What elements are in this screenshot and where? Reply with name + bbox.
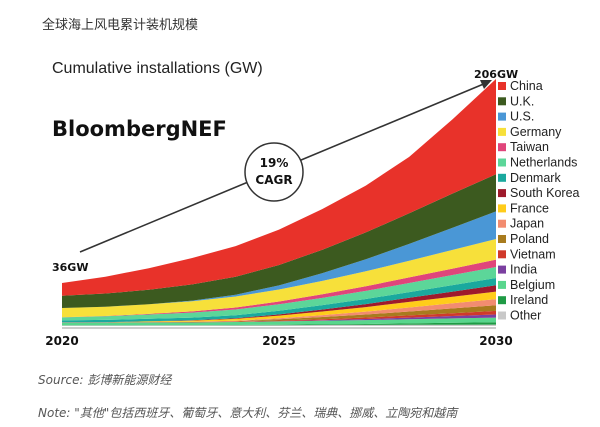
legend-swatch xyxy=(498,127,506,136)
source-text: Source: 彭博新能源财经 xyxy=(38,373,172,387)
start-value-label: 36GW xyxy=(52,261,88,274)
legend-label: Denmark xyxy=(510,171,561,185)
legend-label: Netherlands xyxy=(510,156,577,170)
chart-title: Cumulative installations (GW) xyxy=(52,60,263,77)
legend-swatch xyxy=(498,204,506,213)
legend-swatch xyxy=(498,219,506,228)
area-u-k- xyxy=(62,174,496,308)
legend-swatch xyxy=(498,235,506,243)
legend-swatch xyxy=(498,189,506,198)
x-tick-label: 2025 xyxy=(262,334,295,348)
legend-label: India xyxy=(510,263,537,277)
legend-label: Other xyxy=(510,309,541,323)
area-ireland xyxy=(62,322,496,326)
cagr-arrowhead xyxy=(480,80,492,89)
area-other xyxy=(62,324,496,326)
cagr-label: CAGR xyxy=(255,173,292,187)
bloombergnef-logo: BloombergNEF xyxy=(52,117,227,141)
legend-swatch xyxy=(498,143,506,152)
legend-label: Japan xyxy=(510,217,544,231)
x-axis-ticks: 2020 2025 2030 xyxy=(45,334,512,348)
legend-swatch xyxy=(498,158,506,167)
legend-label: South Korea xyxy=(510,186,580,200)
legend-label: U.K. xyxy=(510,94,534,108)
legend-label: Ireland xyxy=(510,293,548,307)
legend-label: France xyxy=(510,201,549,215)
legend-swatch xyxy=(498,112,506,121)
area-poland xyxy=(62,305,496,323)
area-netherlands xyxy=(62,267,496,321)
legend-swatch xyxy=(498,82,506,90)
legend-swatch xyxy=(498,311,506,320)
note-text: Note: "其他"包括西班牙、葡萄牙、意大利、芬兰、瑞典、挪威、立陶宛和越南 xyxy=(38,406,458,420)
legend-label: Poland xyxy=(510,232,549,246)
area-vietnam xyxy=(62,310,496,323)
area-china xyxy=(62,79,496,296)
area-series-group xyxy=(62,79,496,326)
legend-label: Taiwan xyxy=(510,140,549,154)
legend-swatch xyxy=(498,265,506,274)
legend-label: Germany xyxy=(510,125,562,139)
legend-label: China xyxy=(510,79,543,93)
x-tick-label: 2030 xyxy=(479,334,512,348)
legend-label: Belgium xyxy=(510,278,555,292)
end-value-label: 206GW xyxy=(474,68,518,81)
area-japan xyxy=(62,299,496,323)
legend-swatch xyxy=(498,280,506,289)
legend-swatch xyxy=(498,250,506,259)
page-title: 全球海上风电累计装机规模 xyxy=(42,18,199,33)
legend-label: Vietnam xyxy=(510,247,556,261)
cagr-value: 19% xyxy=(260,156,289,170)
area-south-korea xyxy=(62,285,496,323)
area-u-s- xyxy=(62,211,496,308)
legend-swatch xyxy=(498,173,506,182)
area-germany xyxy=(62,239,496,318)
x-tick-label: 2020 xyxy=(45,334,78,348)
area-france xyxy=(62,291,496,323)
legend-label: U.S. xyxy=(510,110,534,124)
area-india xyxy=(62,314,496,323)
cagr-badge xyxy=(244,142,304,202)
legend-swatch xyxy=(498,97,506,106)
legend-swatch xyxy=(498,296,506,305)
area-denmark xyxy=(62,278,496,323)
area-belgium xyxy=(62,317,496,326)
